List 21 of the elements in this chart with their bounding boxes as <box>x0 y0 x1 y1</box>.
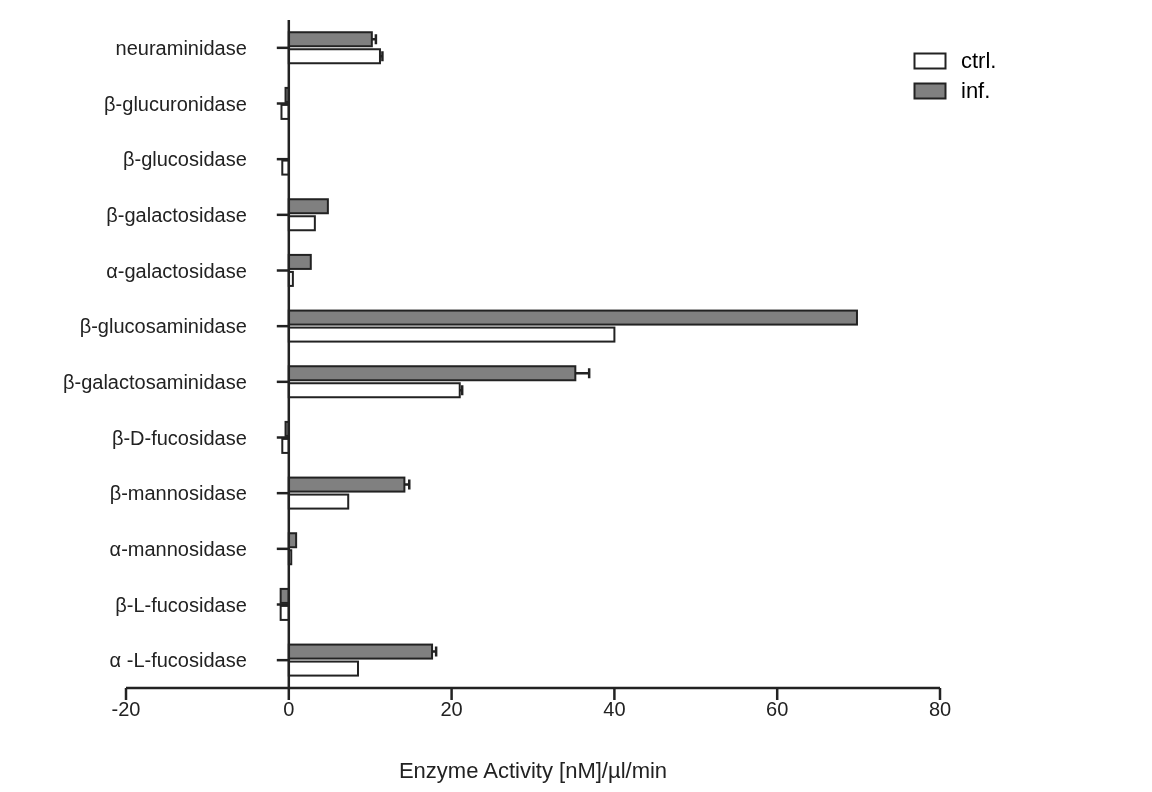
x-tick-label: 60 <box>766 698 789 721</box>
x-tick-label: 0 <box>283 698 295 721</box>
x-tick-label: -20 <box>111 698 141 721</box>
y-tick-label: α-galactosidase <box>106 259 247 282</box>
x-tick-label: 20 <box>440 698 463 721</box>
x-axis-title: Enzyme Activity [nM]/µl/min <box>398 758 668 783</box>
x-tick-label: 80 <box>928 698 952 721</box>
x-tick-label: 40 <box>603 698 626 721</box>
legend-label: ctrl. <box>961 48 997 74</box>
y-tick-label: β-glucuronidase <box>104 92 247 115</box>
y-tick-label: β-glucosidase <box>123 148 247 171</box>
y-tick-label: β-glucosaminidase <box>79 315 247 338</box>
y-tick-label: α -L-fucosidase <box>109 649 247 672</box>
y-tick-label: β-galactosaminidase <box>62 370 247 393</box>
y-tick-label: α-mannosidase <box>109 537 247 560</box>
y-tick-label: β-D-fucosidase <box>111 426 247 449</box>
y-tick-label: β-galactosidase <box>106 203 247 226</box>
legend-label: inf. <box>961 78 991 104</box>
y-tick-label: neuraminidase <box>115 36 247 59</box>
y-tick-label: β-L-fucosidase <box>115 593 247 616</box>
y-tick-label: β-mannosidase <box>109 482 247 505</box>
